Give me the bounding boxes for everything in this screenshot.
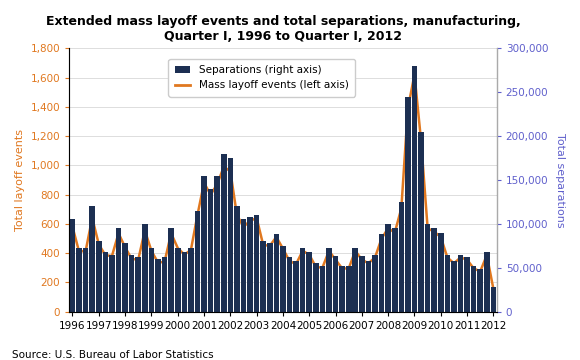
Bar	[116, 228, 121, 311]
Bar	[326, 248, 332, 311]
Bar	[365, 261, 371, 311]
Bar	[148, 248, 154, 311]
Bar	[484, 252, 490, 311]
Bar	[458, 255, 463, 311]
Bar	[89, 206, 95, 311]
Bar	[320, 266, 325, 311]
Bar	[405, 96, 411, 311]
Bar	[392, 228, 397, 311]
Bar	[83, 248, 88, 311]
Bar	[215, 176, 220, 311]
Bar	[353, 248, 358, 311]
Title: Extended mass layoff events and total separations, manufacturing,
Quarter I, 199: Extended mass layoff events and total se…	[46, 15, 520, 43]
Bar	[168, 228, 174, 311]
Bar	[221, 154, 227, 311]
Bar	[346, 266, 351, 311]
Bar	[477, 269, 483, 311]
Bar	[254, 215, 259, 311]
Bar	[372, 255, 378, 311]
Bar	[444, 255, 450, 311]
Bar	[260, 241, 266, 311]
Bar	[182, 252, 187, 311]
Y-axis label: Total layoff events: Total layoff events	[15, 129, 25, 231]
Bar	[379, 234, 385, 311]
Bar	[418, 132, 424, 311]
Bar	[339, 266, 345, 311]
Bar	[136, 257, 141, 311]
Bar	[142, 224, 148, 311]
Bar	[162, 257, 168, 311]
Bar	[385, 224, 391, 311]
Bar	[274, 234, 279, 311]
Bar	[465, 257, 470, 311]
Bar	[359, 256, 365, 311]
Bar	[77, 248, 82, 311]
Bar	[425, 224, 430, 311]
Bar	[109, 255, 115, 311]
Bar	[247, 217, 253, 311]
Bar	[208, 189, 213, 311]
Bar	[70, 220, 75, 311]
Bar	[300, 248, 306, 311]
Bar	[201, 176, 207, 311]
Bar	[195, 211, 200, 311]
Bar	[122, 243, 128, 311]
Bar	[432, 228, 437, 311]
Bar	[280, 246, 286, 311]
Bar	[293, 261, 299, 311]
Bar	[471, 266, 476, 311]
Bar	[96, 241, 101, 311]
Bar	[267, 243, 273, 311]
Bar	[188, 248, 194, 311]
Bar	[287, 257, 292, 311]
Bar	[175, 248, 180, 311]
Bar	[438, 233, 444, 311]
Bar	[155, 259, 161, 311]
Bar	[234, 206, 240, 311]
Bar	[227, 158, 233, 311]
Bar	[451, 261, 456, 311]
Bar	[313, 263, 318, 311]
Legend: Separations (right axis), Mass layoff events (left axis): Separations (right axis), Mass layoff ev…	[168, 59, 355, 96]
Bar	[491, 287, 496, 311]
Bar	[398, 202, 404, 311]
Bar	[241, 220, 246, 311]
Bar	[412, 66, 417, 311]
Bar	[129, 255, 135, 311]
Text: Source: U.S. Bureau of Labor Statistics: Source: U.S. Bureau of Labor Statistics	[12, 350, 213, 360]
Bar	[333, 256, 338, 311]
Bar	[103, 252, 108, 311]
Y-axis label: Total separations: Total separations	[555, 132, 565, 227]
Bar	[306, 252, 312, 311]
